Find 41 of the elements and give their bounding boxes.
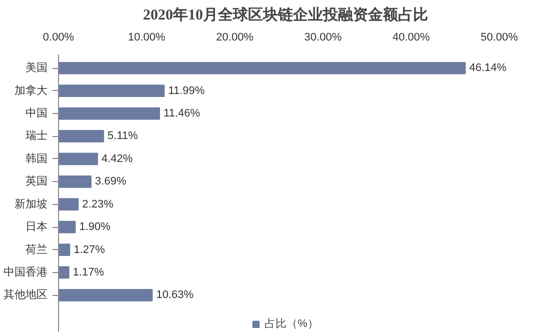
chart-title: 2020年10月全球区块链企业投融资金额占比 (143, 6, 428, 24)
x-tick-label: 10.00% (128, 32, 166, 44)
y-tick-label: 日本 (26, 220, 48, 234)
data-label: 10.63% (156, 289, 194, 302)
data-label: 1.17% (72, 266, 104, 278)
data-label: 3.69% (95, 176, 126, 188)
y-tick-label: 新加坡 (14, 197, 48, 210)
bar (58, 84, 165, 98)
bar (58, 220, 76, 234)
x-tick-label: 20.00% (216, 32, 254, 44)
data-label: 2.23% (82, 198, 114, 210)
bar (58, 198, 79, 211)
y-tick-label: 中国香港 (4, 265, 48, 278)
x-tick-label: 0.00% (42, 32, 74, 44)
bar (58, 62, 466, 74)
data-label: 46.14% (469, 62, 507, 74)
data-label: 11.46% (164, 108, 200, 120)
bar (58, 288, 153, 302)
bar (58, 152, 98, 166)
x-tick-label: 40.00% (392, 32, 430, 44)
x-tick-label: 30.00% (304, 32, 342, 44)
data-label: 1.90% (79, 221, 111, 234)
y-tick-label: 其他地区 (4, 288, 48, 302)
x-tick-label: 50.00% (480, 32, 518, 44)
y-tick-label: 韩国 (26, 152, 48, 165)
bar (58, 107, 160, 120)
y-tick-label: 中国 (26, 106, 48, 120)
data-label: 4.42% (101, 152, 133, 165)
y-tick-label: 英国 (26, 174, 48, 188)
bar (58, 175, 92, 188)
data-label: 5.11% (108, 130, 138, 142)
y-tick-label: 美国 (26, 61, 48, 74)
bar (58, 244, 70, 256)
y-tick-label: 荷兰 (26, 242, 48, 256)
data-label: 1.27% (74, 244, 106, 256)
data-label: 11.99% (168, 84, 205, 97)
legend-label: 占比（%） (264, 317, 318, 331)
y-tick-label: 加拿大 (14, 84, 48, 97)
bar (58, 266, 70, 279)
y-tick-label: 瑞士 (26, 129, 48, 142)
bar (58, 130, 104, 142)
